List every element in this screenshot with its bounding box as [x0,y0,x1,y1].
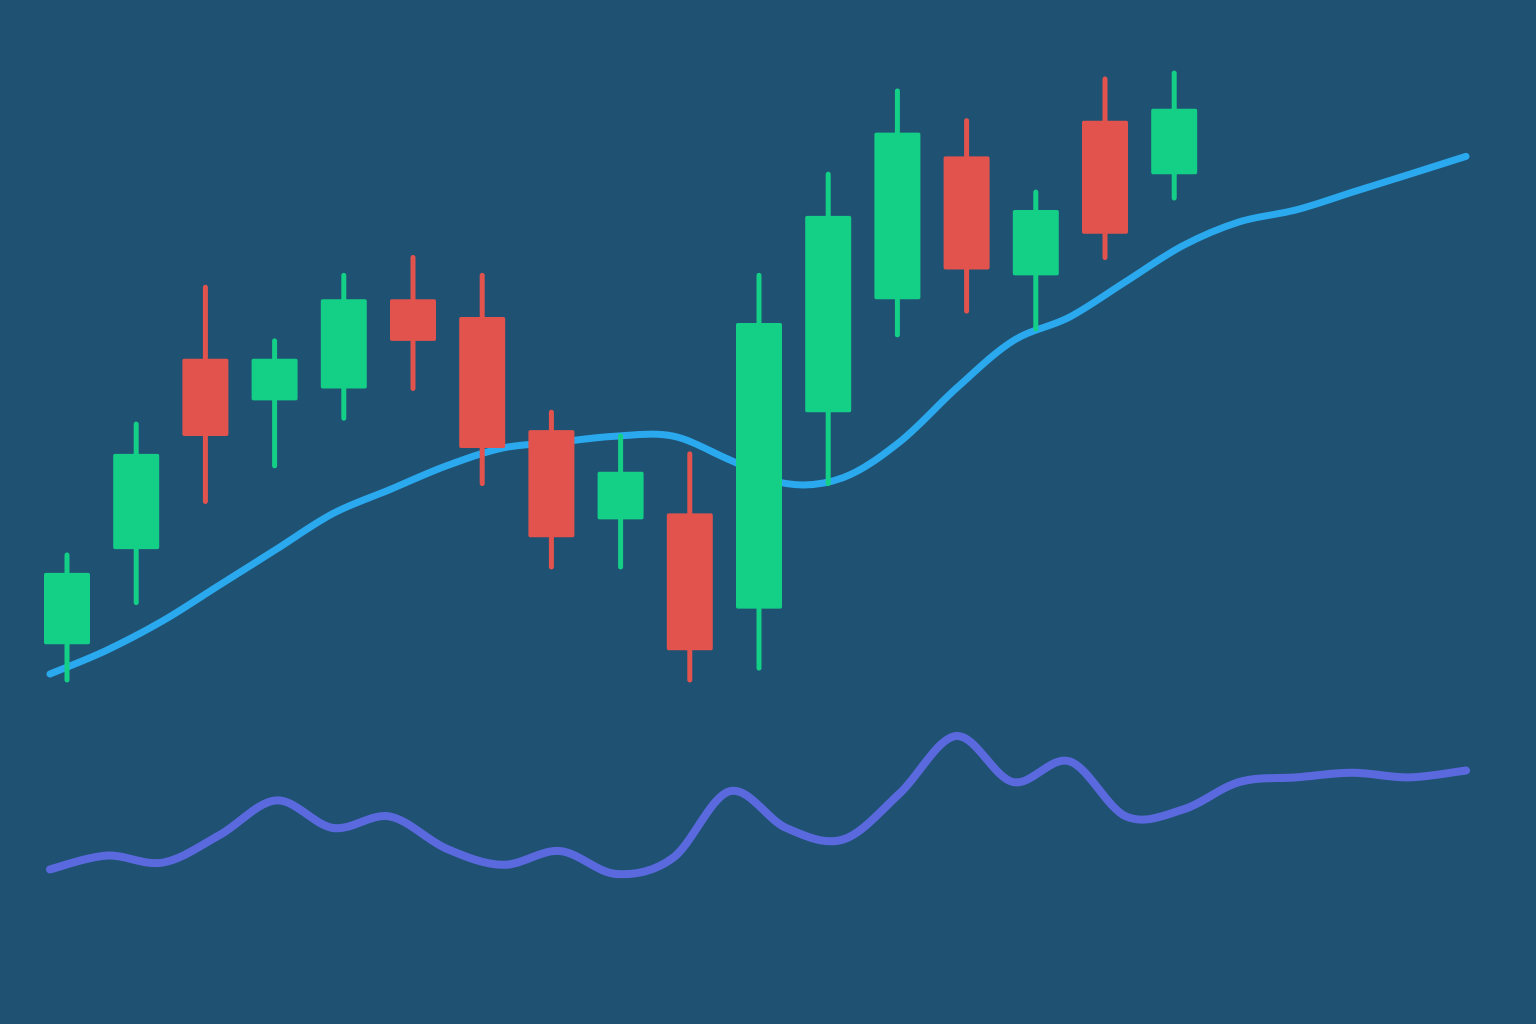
oscillator-line [46,732,1470,879]
candle-7 [459,272,506,487]
candle-8 [528,409,575,570]
oscillator-layer [46,732,1470,879]
candle-4 [251,338,298,469]
candle-5 [320,272,367,421]
candle-10 [666,451,713,683]
candle-body [459,317,506,448]
candle-body [805,215,852,413]
candle-14 [943,118,990,314]
candle-body [736,323,782,609]
candle-2 [113,421,160,606]
candle-body [113,453,160,550]
candle-12 [805,171,852,487]
candle-body [44,572,90,645]
candle-body [528,430,575,538]
candle-body [1151,108,1198,175]
candle-13 [874,88,921,338]
candles-layer [44,70,1198,683]
candle-body [251,358,298,401]
candle-body [320,299,367,389]
candle-body [943,156,990,270]
candle-body [597,471,644,520]
candle-16 [1082,76,1128,261]
candle-body [874,132,921,300]
candle-3 [182,284,229,504]
candle-15 [1012,189,1059,332]
candle-body [1082,120,1128,234]
candle-11 [736,272,782,671]
candle-17 [1151,70,1198,201]
candle-9 [597,433,644,570]
candle-body [1012,209,1059,276]
candle-body [182,358,229,437]
candle-1 [44,552,90,683]
candle-6 [390,255,436,391]
candle-body [390,299,436,341]
candle-body [666,513,713,651]
